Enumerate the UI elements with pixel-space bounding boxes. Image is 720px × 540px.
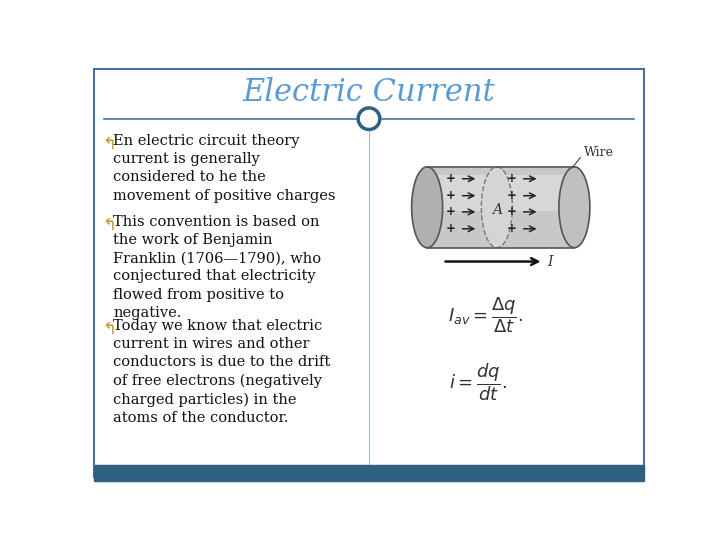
Text: This convention is based on
the work of Benjamin
Franklin (1706—1790), who
conje: This convention is based on the work of …: [113, 215, 321, 320]
Bar: [427, 167, 575, 248]
Bar: [427, 174, 575, 211]
Text: +: +: [507, 172, 516, 185]
Text: ↰: ↰: [102, 135, 116, 153]
Ellipse shape: [412, 167, 443, 248]
Text: Electric Current: Electric Current: [243, 77, 495, 108]
Text: ↰: ↰: [102, 320, 116, 338]
Ellipse shape: [559, 167, 590, 248]
Text: +: +: [446, 205, 455, 218]
Ellipse shape: [482, 167, 513, 248]
Text: +: +: [446, 172, 455, 185]
Text: ↰: ↰: [102, 215, 116, 234]
Text: +: +: [446, 222, 455, 235]
Text: En electric circuit theory
current is generally
considered to he the
movement of: En electric circuit theory current is ge…: [113, 134, 336, 202]
Text: A: A: [492, 204, 502, 217]
Text: +: +: [507, 222, 516, 235]
Text: I: I: [547, 254, 553, 268]
Text: +: +: [507, 205, 516, 218]
Text: Wire: Wire: [584, 146, 613, 159]
Text: $I_{av} = \dfrac{\Delta q}{\Delta t}.$: $I_{av} = \dfrac{\Delta q}{\Delta t}.$: [448, 296, 523, 335]
Bar: [94, 465, 644, 481]
Text: $i = \dfrac{dq}{dt}.$: $i = \dfrac{dq}{dt}.$: [449, 361, 506, 403]
Text: Today we know that electric
current in wires and other
conductors is due to the : Today we know that electric current in w…: [113, 319, 330, 425]
Text: +: +: [446, 189, 455, 202]
Text: +: +: [507, 189, 516, 202]
